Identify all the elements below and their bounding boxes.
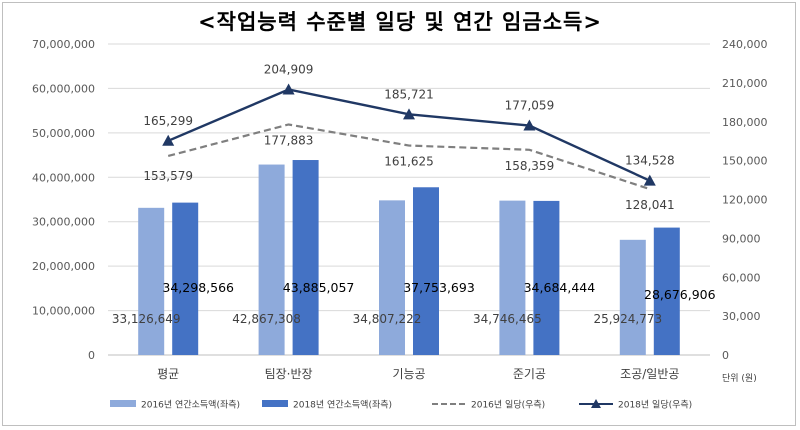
y-right-tick-label: 210,000 bbox=[722, 77, 768, 90]
bar bbox=[379, 200, 405, 355]
bar-data-label: 28,676,906 bbox=[644, 287, 716, 302]
y-left-tick-label: 50,000,000 bbox=[32, 127, 95, 140]
bar-data-label: 34,746,465 bbox=[473, 312, 542, 326]
legend-label: 2018년 일당(우측) bbox=[618, 400, 692, 411]
line-marker bbox=[162, 134, 175, 146]
legend-swatch bbox=[262, 400, 288, 407]
y-right-tick-label: 60,000 bbox=[722, 271, 761, 284]
series-line bbox=[167, 123, 651, 191]
x-category-label: 평균 bbox=[157, 367, 179, 381]
line-marker bbox=[403, 108, 415, 120]
y-right-tick-label: 120,000 bbox=[722, 194, 768, 207]
bar bbox=[172, 202, 199, 355]
line-marker bbox=[282, 83, 295, 95]
line-data-label: 128,041 bbox=[625, 198, 675, 212]
y-left-tick-label: 20,000,000 bbox=[32, 260, 95, 273]
line-marker bbox=[523, 119, 536, 131]
legend-swatch bbox=[110, 400, 136, 407]
line-data-label: 177,883 bbox=[264, 133, 314, 147]
line-data-label: 153,579 bbox=[143, 169, 193, 183]
y-left-tick-label: 60,000,000 bbox=[32, 82, 95, 95]
line-data-label: 177,059 bbox=[505, 99, 555, 113]
bar-data-label: 37,753,693 bbox=[403, 280, 475, 295]
chart-title: <작업능력 수준별 일당 및 연간 임금소득> bbox=[198, 10, 602, 34]
line-data-label: 161,625 bbox=[384, 155, 434, 169]
bar-data-label: 43,885,057 bbox=[283, 280, 355, 295]
legend-label: 2016년 연간소득액(좌측) bbox=[141, 399, 240, 411]
legend-label: 2018년 연간소득액(좌측) bbox=[293, 399, 392, 411]
x-category-label: 조공/일반공 bbox=[620, 367, 679, 381]
y-left-tick-label: 40,000,000 bbox=[32, 171, 95, 184]
bar bbox=[499, 200, 526, 355]
y-left-tick-label: 70,000,000 bbox=[32, 38, 95, 51]
y-right-tick-label: 90,000 bbox=[722, 232, 761, 245]
line-data-label: 134,528 bbox=[625, 154, 675, 168]
line-data-label: 185,721 bbox=[384, 87, 434, 101]
bar bbox=[138, 207, 165, 355]
y-right-tick-label: 0 bbox=[722, 349, 729, 362]
bar bbox=[292, 160, 319, 355]
line-data-label: 204,909 bbox=[264, 62, 314, 76]
bar bbox=[533, 200, 560, 355]
bar-data-label: 34,807,222 bbox=[353, 312, 422, 326]
bar bbox=[653, 227, 680, 355]
chart-frame bbox=[2, 2, 796, 426]
bar-data-label: 33,126,649 bbox=[112, 312, 181, 326]
line-marker bbox=[643, 174, 656, 186]
bar-data-label: 34,684,444 bbox=[524, 280, 596, 295]
legend-label: 2016년 일당(우측) bbox=[471, 400, 545, 411]
bar bbox=[619, 239, 646, 355]
line-data-label: 158,359 bbox=[505, 159, 555, 173]
y-left-tick-label: 30,000,000 bbox=[32, 216, 95, 229]
y-right-tick-label: 240,000 bbox=[722, 38, 768, 51]
y-right-tick-label: 150,000 bbox=[722, 155, 768, 168]
unit-label: 단위 (원) bbox=[722, 373, 757, 384]
line-data-label: 165,299 bbox=[143, 114, 193, 128]
bar-data-label: 42,867,308 bbox=[232, 312, 301, 326]
y-right-tick-label: 30,000 bbox=[722, 310, 761, 323]
x-category-label: 준기공 bbox=[513, 367, 546, 381]
bar-data-label: 34,298,566 bbox=[162, 280, 234, 295]
bar bbox=[258, 164, 285, 355]
x-category-label: 기능공 bbox=[392, 367, 425, 381]
y-left-tick-label: 0 bbox=[88, 349, 95, 362]
x-category-label: 팀장·반장 bbox=[265, 367, 313, 381]
bar bbox=[413, 187, 439, 355]
legend-marker bbox=[591, 399, 601, 408]
y-right-tick-label: 180,000 bbox=[722, 116, 768, 129]
bar-data-label: 25,924,773 bbox=[593, 312, 662, 326]
y-left-tick-label: 10,000,000 bbox=[32, 305, 95, 318]
